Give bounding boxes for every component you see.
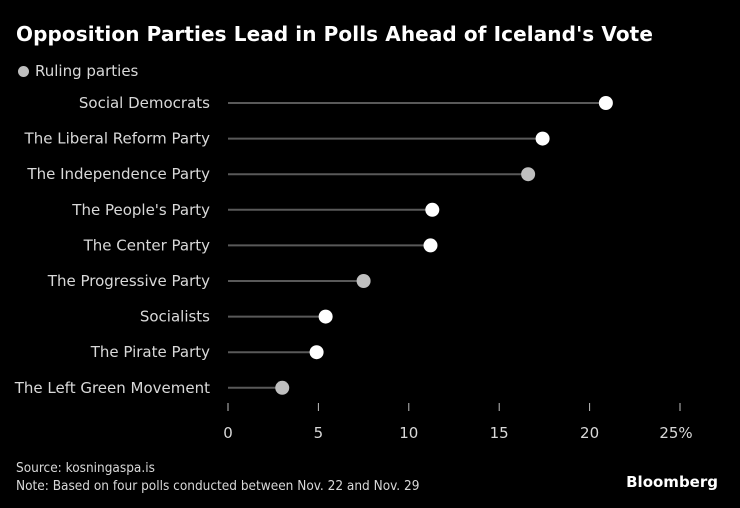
category-label: The Independence Party [26,165,210,183]
footnote: Note: Based on four polls conducted betw… [16,478,420,494]
category-label: Social Democrats [79,94,210,112]
data-point-ruling [275,380,290,395]
legend-marker-ruling [18,65,29,77]
x-tick-label: 20 [580,424,599,442]
x-tick-label: 5 [314,424,324,442]
x-tick-label: 15 [490,424,509,442]
chart-title: Opposition Parties Lead in Polls Ahead o… [16,22,654,46]
data-point-opposition [309,345,324,360]
legend: Ruling parties [18,62,138,80]
x-tick-label: 25% [659,424,692,442]
source-note: Source: kosningaspa.is [16,460,155,476]
data-point-opposition [318,309,333,324]
data-point-opposition [423,238,438,253]
legend-label-ruling: Ruling parties [35,62,139,80]
data-point-ruling [356,274,371,288]
category-label: The Progressive Party [47,272,210,290]
data-point-opposition [598,96,613,110]
x-tick-label: 0 [223,424,233,442]
category-label: Socialists [140,308,210,326]
data-point-opposition [425,202,440,217]
footer: Source: kosningaspa.is Note: Based on fo… [16,459,419,495]
data-point-opposition [535,131,550,146]
category-label: The Left Green Movement [14,379,210,397]
category-label: The People's Party [71,201,210,219]
data-point-ruling [521,167,536,182]
category-label: The Center Party [83,236,211,254]
bloomberg-logo: Bloomberg [626,473,718,491]
category-label: The Liberal Reform Party [24,130,211,148]
x-tick-label: 10 [399,424,418,442]
category-label: The Pirate Party [90,343,210,361]
